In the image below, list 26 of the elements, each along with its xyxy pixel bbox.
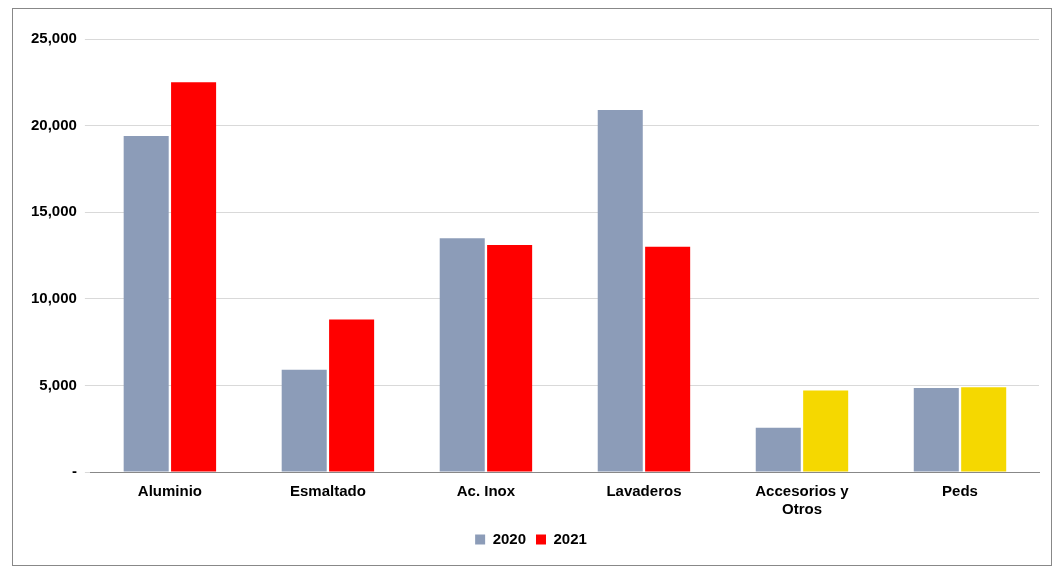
bar	[755, 427, 801, 472]
bar	[439, 238, 485, 472]
bar	[171, 82, 217, 472]
y-tick-label: 20,000	[30, 115, 77, 133]
bar	[487, 245, 533, 472]
x-tick-label: Ac. Inox	[456, 482, 516, 500]
legend-label: 2020	[492, 529, 527, 547]
bar	[329, 319, 375, 472]
x-tick-label: Aluminio	[137, 482, 202, 500]
y-tick-label: -	[71, 462, 77, 480]
bar	[123, 135, 169, 472]
bar	[961, 387, 1007, 472]
y-tick-label: 10,000	[30, 288, 77, 306]
bar	[597, 110, 643, 472]
bar	[803, 390, 849, 472]
x-tick-label: Peds	[942, 482, 978, 500]
bar	[281, 369, 327, 472]
bar	[913, 388, 959, 472]
y-tick-label: 25,000	[30, 29, 77, 47]
y-tick-label: 5,000	[39, 375, 77, 393]
x-tick-label: Esmaltado	[289, 482, 366, 500]
x-tick-label: Lavaderos	[606, 482, 682, 500]
bar	[645, 246, 691, 472]
y-tick-label: 15,000	[30, 202, 77, 220]
x-tick-label: Accesorios y Otros	[755, 482, 850, 518]
legend-label: 2021	[553, 529, 587, 547]
